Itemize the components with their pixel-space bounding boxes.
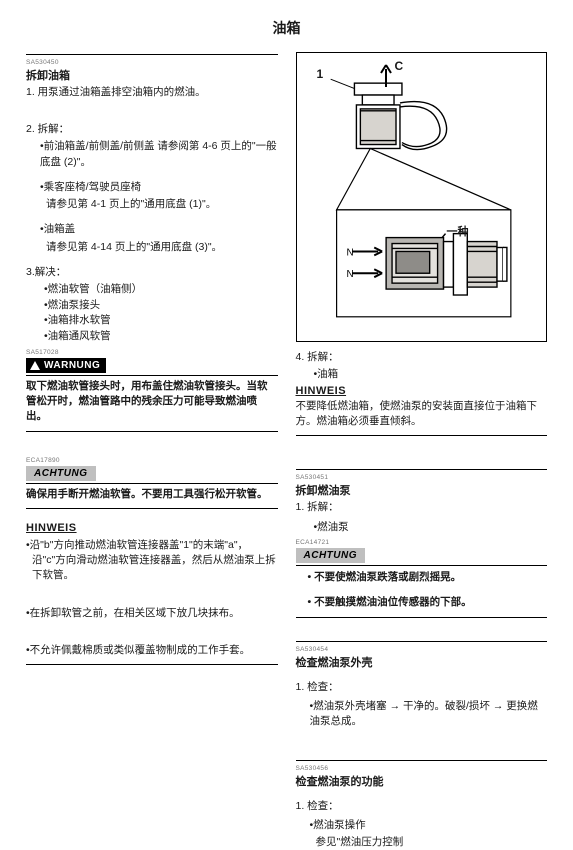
section-id: SA530450 xyxy=(26,59,278,66)
figure-fuel-tank: 1 C 一种 xyxy=(296,52,548,342)
figure-label-c: C xyxy=(395,59,404,73)
hinweis-item: •沿"b"方向推动燃油软管连接器盖"1"的末端"a"，沿"c"方向滑动燃油软管连… xyxy=(32,538,278,584)
section-title-remove-tank: 拆卸油箱 xyxy=(26,67,278,83)
step-3: 3.解决： xyxy=(26,265,278,280)
section-rule xyxy=(296,469,548,470)
svg-text:N: N xyxy=(346,269,353,280)
hinweis-tag: HINWEIS xyxy=(296,385,548,397)
section-rule xyxy=(296,641,548,642)
step-2a: •前油箱盖/前侧盖/前侧盖 请参阅第 4-6 页上的"一般底盘 (2)"。 xyxy=(40,139,278,169)
arrow-up-icon xyxy=(379,63,393,89)
section-title-remove-pump: 拆卸燃油泵 xyxy=(296,482,548,498)
achtung-tag: ACHTUNG xyxy=(296,548,366,563)
achtung-rule xyxy=(26,483,278,484)
section-id: SA530456 xyxy=(296,765,548,772)
warning-label: WARNUNG xyxy=(44,360,100,371)
warning-id: SA517028 xyxy=(26,349,278,356)
achtung-item: • 不要使燃油泵跌落或剧烈摇晃。 xyxy=(308,569,548,586)
section-id: SA530451 xyxy=(296,474,548,481)
achtung-rule-end xyxy=(296,617,548,618)
achtung-item-text: 不要触摸燃油油位传感器的下部。 xyxy=(314,596,472,608)
hinweis-item: •不允许佩戴棉质或类似覆盖物制成的工作手套。 xyxy=(32,643,278,658)
step-3-item: •燃油泵接头 xyxy=(44,298,278,314)
step-r1: 1. 拆解： xyxy=(296,500,548,515)
step-4-item: •油箱 xyxy=(314,367,548,383)
step-3-item: •油箱通风软管 xyxy=(44,329,278,345)
step-1: 1. 用泵通过油箱盖排空油箱内的燃油。 xyxy=(26,85,278,100)
section-rule xyxy=(26,54,278,55)
right-column: 1 C 一种 xyxy=(296,52,548,850)
step-r1-list: •燃油泵 xyxy=(314,520,548,536)
left-column: SA530450 拆卸油箱 1. 用泵通过油箱盖排空油箱内的燃油。 2. 拆解：… xyxy=(26,52,278,850)
achtung-item: • 不要触摸燃油油位传感器的下部。 xyxy=(308,594,548,611)
hinweis-tag: HINWEIS xyxy=(26,522,278,534)
achtung-tag: ACHTUNG xyxy=(26,466,96,481)
achtung-body: 确保用手断开燃油软管。不要用工具强行松开软管。 xyxy=(26,487,278,502)
step-4-list: •油箱 xyxy=(314,367,548,383)
step-2: 2. 拆解： xyxy=(26,122,278,137)
step-2b-body: 请参见第 4-1 页上的"通用底盘 (1)"。 xyxy=(46,197,278,212)
warning-rule-end xyxy=(26,431,278,432)
step-f1-ref: 参见"燃油压力控制 xyxy=(316,835,548,850)
section-id: SA530454 xyxy=(296,646,548,653)
step-4: 4. 拆解： xyxy=(296,350,548,365)
step-3-item: •燃油软管（油箱侧） xyxy=(44,282,278,298)
section-title-check-housing: 检查燃油泵外壳 xyxy=(296,654,548,670)
step-f1-item: •燃油泵操作 xyxy=(310,818,548,833)
warning-tag: WARNUNG xyxy=(26,358,106,373)
achtung-rule-end xyxy=(26,508,278,509)
warning-rule xyxy=(26,375,278,376)
hinweis-item: •在拆卸软管之前，在相关区域下放几块抹布。 xyxy=(32,606,278,621)
step-2c-body: 请参见第 4-14 页上的"通用底盘 (3)"。 xyxy=(46,240,278,255)
step-3-list: •燃油软管（油箱侧） •燃油泵接头 •油箱排水软管 •油箱通风软管 xyxy=(44,282,278,345)
caution-id: ECA14721 xyxy=(296,539,548,546)
page-title: 油箱 xyxy=(26,18,547,38)
caution-id: ECA17890 xyxy=(26,457,278,464)
figure-label-kind: 一种 xyxy=(447,223,469,239)
warning-triangle-icon xyxy=(30,361,40,370)
warning-body: 取下燃油软管接头时，用布盖住燃油软管接头。当软管松开时，燃油管路中的残余压力可能… xyxy=(26,379,278,425)
step-c1-item: •燃油泵外壳堵塞 → 干净的。破裂/损坏 → 更换燃油泵总成。 xyxy=(310,699,548,729)
step-c1: 1. 检查： xyxy=(296,680,548,695)
figure-label-1: 1 xyxy=(317,67,324,81)
achtung-rule xyxy=(296,565,548,566)
hinweis-rule-end xyxy=(296,435,548,436)
figure-illustration: N N xyxy=(297,53,547,341)
step-2c-title: •油箱盖 xyxy=(40,222,278,237)
achtung-item-text: 不要使燃油泵跌落或剧烈摇晃。 xyxy=(314,571,461,583)
section-rule xyxy=(296,760,548,761)
hinweis-rule-end xyxy=(26,664,278,665)
step-2b-title: •乘客座椅/驾驶员座椅 xyxy=(40,180,278,195)
two-column-layout: SA530450 拆卸油箱 1. 用泵通过油箱盖排空油箱内的燃油。 2. 拆解：… xyxy=(26,52,547,850)
section-title-check-function: 检查燃油泵的功能 xyxy=(296,773,548,789)
step-3-item: •油箱排水软管 xyxy=(44,313,278,329)
svg-text:N: N xyxy=(346,247,353,258)
list-item: •燃油泵 xyxy=(314,520,548,536)
hinweis-body: 不要降低燃油箱，使燃油泵的安装面直接位于油箱下方。燃油箱必须垂直倾斜。 xyxy=(296,399,548,429)
step-f1: 1. 检查： xyxy=(296,799,548,814)
